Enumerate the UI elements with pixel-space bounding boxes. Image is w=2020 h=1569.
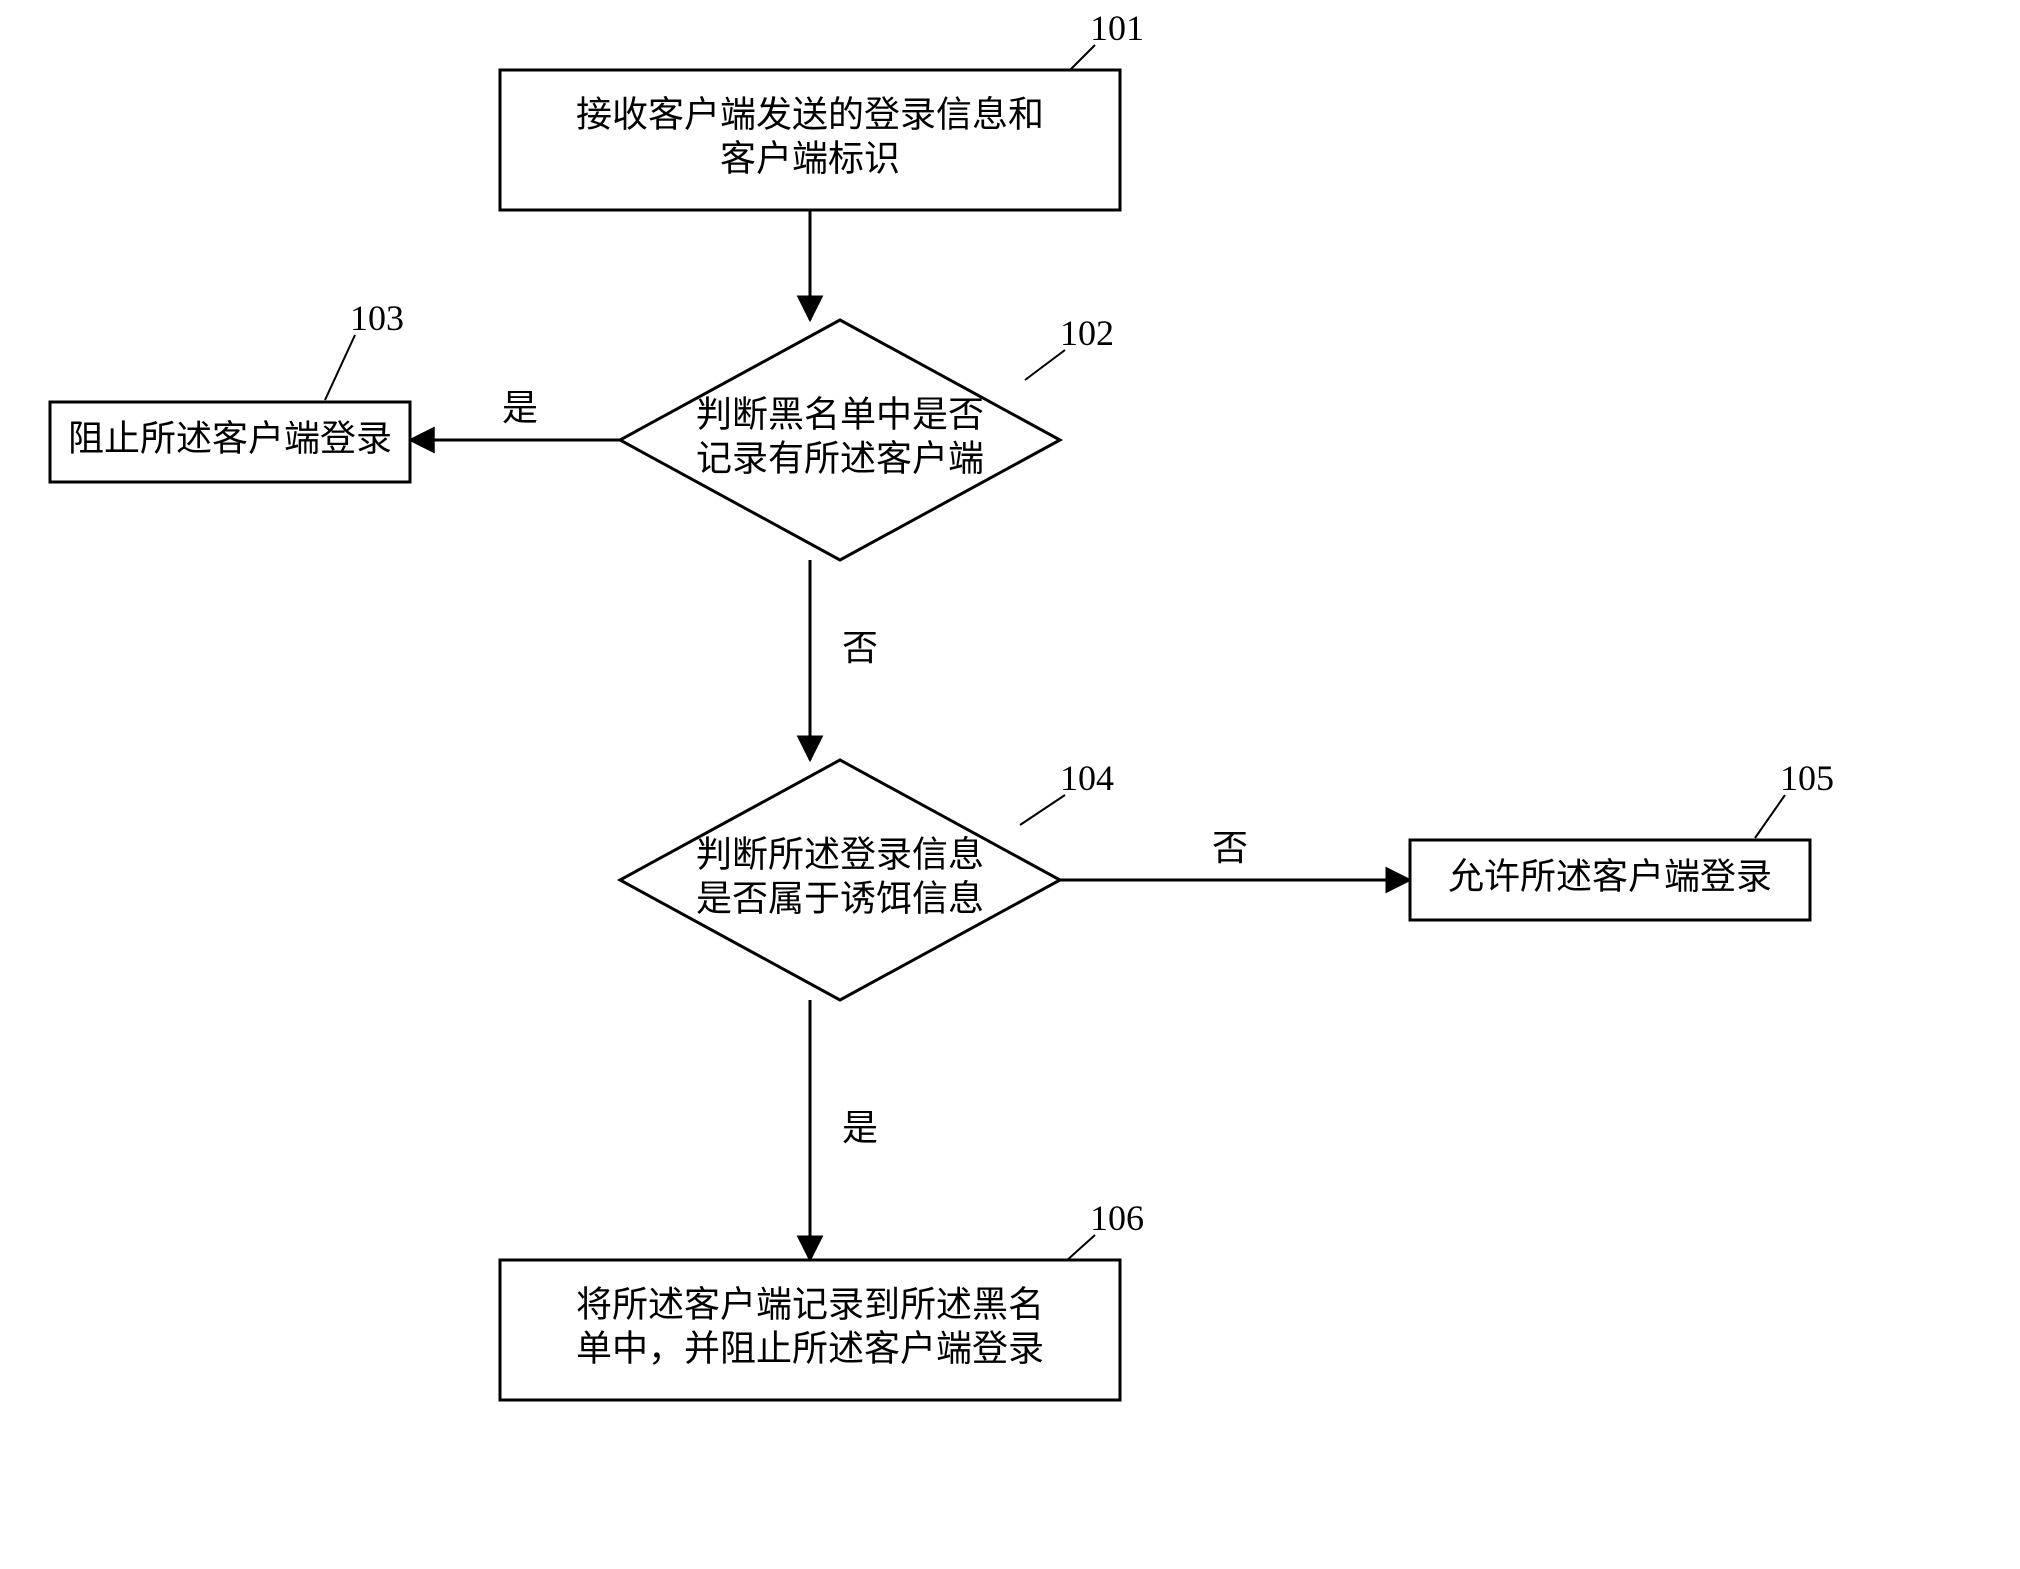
node-text: 单中，并阻止所述客户端登录 — [576, 1328, 1044, 1368]
node-text: 将所述客户端记录到所述黑名 — [576, 1284, 1044, 1324]
node-text: 客户端标识 — [720, 138, 900, 178]
node-text: 接收客户端发送的登录信息和 — [576, 94, 1044, 134]
flowchart: 是否否是接收客户端发送的登录信息和客户端标识101判断黑名单中是否记录有所述客户… — [0, 0, 2020, 1569]
ref-label: 106 — [1090, 1198, 1144, 1238]
ref-label: 103 — [350, 298, 404, 338]
node-text: 判断所述登录信息 — [696, 834, 984, 874]
edge-label: 否 — [842, 628, 878, 668]
edge-label: 是 — [842, 1108, 878, 1148]
node-text: 是否属于诱饵信息 — [696, 878, 984, 918]
ref-label: 105 — [1780, 758, 1834, 798]
node-text: 记录有所述客户端 — [696, 438, 984, 478]
ref-label: 101 — [1090, 8, 1144, 48]
ref-label: 102 — [1060, 313, 1114, 353]
edge-label: 否 — [1212, 828, 1248, 868]
node-text: 判断黑名单中是否 — [696, 394, 984, 434]
edge-label: 是 — [502, 388, 538, 428]
node-text: 允许所述客户端登录 — [1448, 856, 1772, 896]
node-text: 阻止所述客户端登录 — [68, 418, 392, 458]
ref-label: 104 — [1060, 758, 1114, 798]
